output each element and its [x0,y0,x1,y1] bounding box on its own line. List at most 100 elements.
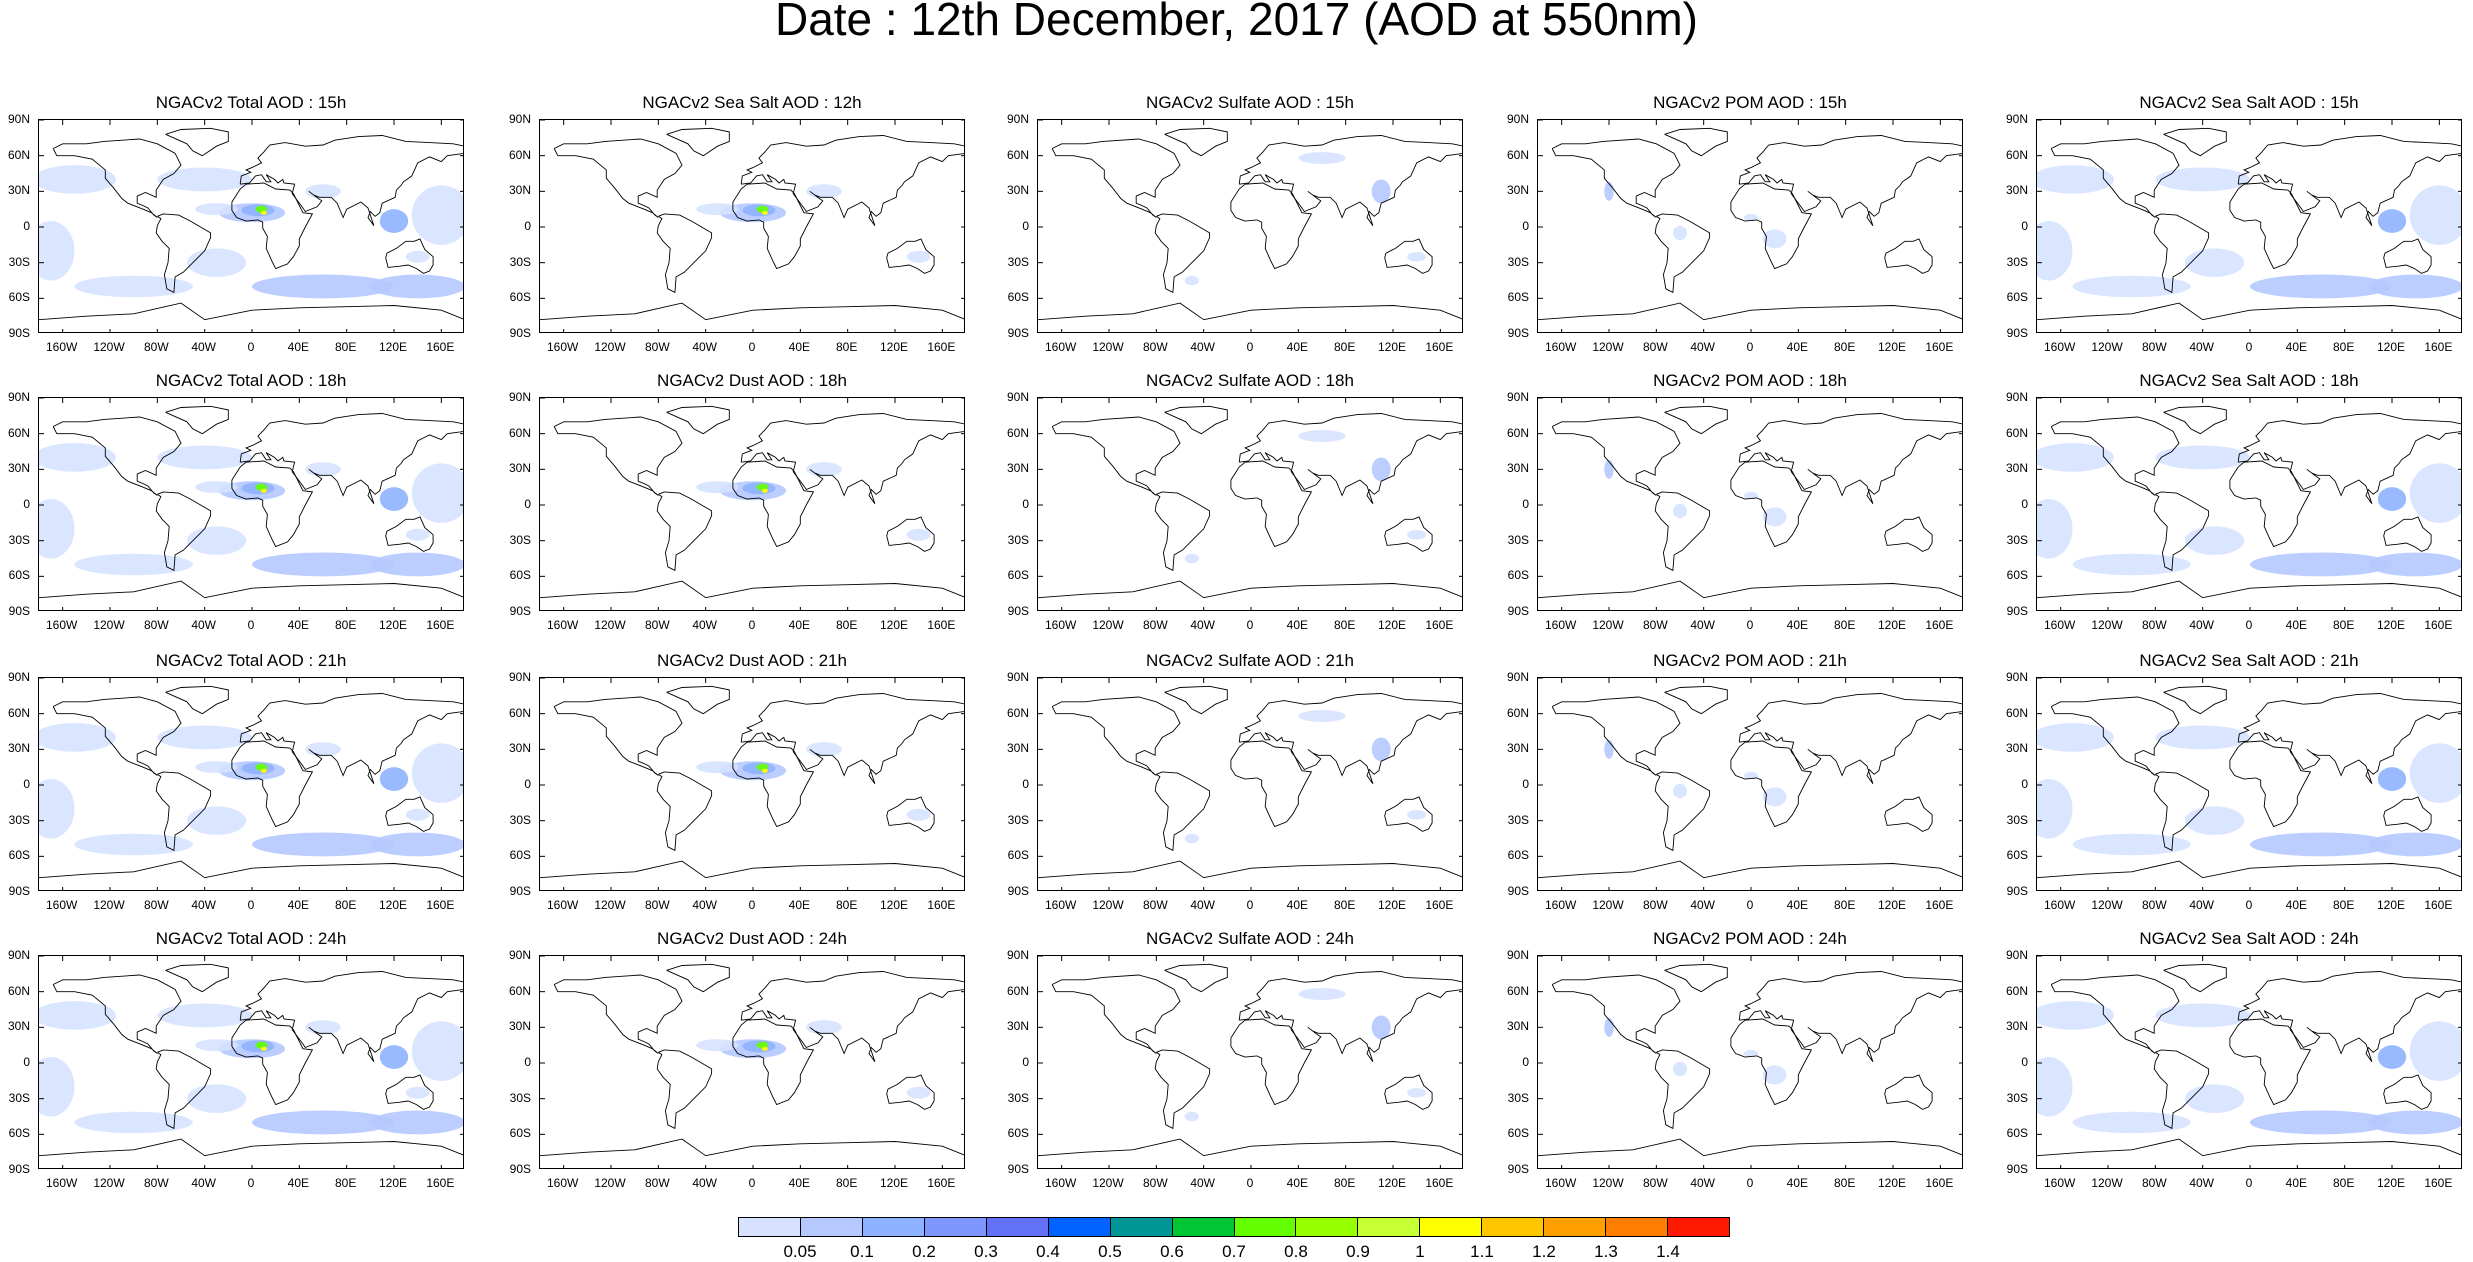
map-svg [1538,120,1962,332]
lon-tick-label: 80W [1142,1176,1168,1190]
lon-tick-label: 120E [2376,340,2406,354]
coastline [1538,860,1962,879]
coastline [1238,971,1462,1063]
aod-hotspot [260,488,267,493]
lon-tick-label: 120E [879,1176,909,1190]
map-svg [1538,398,1962,610]
lat-tick-label: 30N [1506,741,1529,756]
map-svg [2037,398,2461,610]
lon-tick-label: 120W [93,618,125,632]
lon-tick-label: 40W [1690,340,1715,354]
lon-tick-label: 160W [546,1176,579,1190]
lon-tick-label: 160W [1044,898,1077,912]
lon-tick-label: 40W [1690,618,1715,632]
aod-field [2409,743,2461,803]
lon-tick-label: 80E [1333,618,1356,632]
lat-tick-label: 60S [8,848,30,863]
lon-tick-label: 160E [2424,618,2453,632]
coastline [2237,135,2461,227]
lat-tick-label: 30N [2005,1019,2028,1034]
lon-tick-label: 40W [191,1176,216,1190]
lon-tick-label: 80E [334,898,357,912]
coastline [2037,580,2461,599]
aod-field [379,767,409,791]
lon-tick-label: 120W [1592,340,1624,354]
coastline [540,1138,964,1157]
lat-tick-label: 0 [1022,777,1029,791]
lat-tick-label: 30N [2005,183,2028,198]
lon-tick-label: 120E [378,898,408,912]
lon-tick-label: 40E [1286,340,1308,354]
coastline [886,1074,935,1110]
aod-field [1604,459,1614,479]
coastline [886,516,935,552]
aod-field [1743,771,1759,780]
lat-tick-label: 90S [509,884,531,898]
lat-tick-label: 0 [1522,1055,1529,1069]
colorbar-label: 0.8 [1284,1242,1308,1261]
lon-tick-label: 160W [546,340,579,354]
lon-tick-label: 120W [1592,618,1624,632]
lat-tick-label: 60S [2006,290,2028,305]
coastline [1384,796,1433,832]
lon-tick-label: 80W [2141,618,2167,632]
lat-tick-label: 60N [508,705,531,720]
lat-tick-label: 30N [7,1019,30,1034]
coastline [1238,135,1462,227]
coastline [740,971,964,1063]
lat-tick-label: 60N [7,425,30,440]
lat-tick-label: 90N [1506,670,1529,684]
coastline [2153,771,2210,852]
lon-tick-label: 120W [2091,340,2123,354]
panel-title: NGACv2 Sea Salt AOD : 24h [2139,929,2359,948]
aod-field [39,723,116,752]
lon-tick-label: 40E [287,898,309,912]
coastline [2229,460,2312,548]
aod-field [906,528,931,541]
lat-tick-label: 30S [8,812,30,827]
aod-field [2072,1111,2191,1134]
lon-tick-label: 40E [788,898,810,912]
lat-tick-label: 30S [509,254,531,269]
lat-tick-label: 90S [509,1162,531,1176]
aod-field [2072,833,2191,856]
colorbar-swatch [1172,1218,1235,1236]
lon-tick-label: 120W [1592,1176,1624,1190]
lon-tick-label: 160E [1425,618,1454,632]
lat-tick-label: 90N [1006,948,1029,962]
lat-tick-label: 30S [1507,254,1529,269]
lon-tick-label: 40W [2189,1176,2214,1190]
coastline [656,771,713,852]
panel-title: NGACv2 Sulfate AOD : 24h [1146,929,1354,948]
lat-tick-label: 60N [2005,705,2028,720]
coastline [1551,696,1681,776]
aod-field [1298,710,1346,722]
aod-field [1371,737,1391,762]
colorbar-swatch [1110,1218,1173,1236]
coastline [656,1049,713,1130]
coastline [1051,696,1181,776]
lat-tick-label: 60S [2006,1126,2028,1141]
lon-tick-label: 160E [2424,1176,2453,1190]
lon-tick-label: 160W [45,1176,78,1190]
aod-field [195,203,238,216]
aod-hotspot [260,1046,267,1051]
lat-tick-label: 60N [1506,983,1529,998]
aod-field [1371,457,1391,482]
aod-field [1604,1017,1614,1037]
coastline [39,580,463,599]
aod-hotspot [761,768,768,773]
lon-tick-label: 0 [748,1176,756,1190]
lat-tick-label: 30N [508,461,531,476]
colorbar-label: 1.2 [1532,1242,1556,1261]
lon-tick-label: 160E [426,618,455,632]
aod-field [186,526,247,555]
lon-tick-label: 120E [378,340,408,354]
coastline [385,1074,434,1110]
coastline [1051,138,1181,218]
lat-tick-label: 30S [509,1090,531,1105]
lon-tick-label: 120E [1377,618,1407,632]
lon-tick-label: 40E [287,1176,309,1190]
coastline [540,860,964,879]
lat-tick-label: 0 [1522,497,1529,511]
